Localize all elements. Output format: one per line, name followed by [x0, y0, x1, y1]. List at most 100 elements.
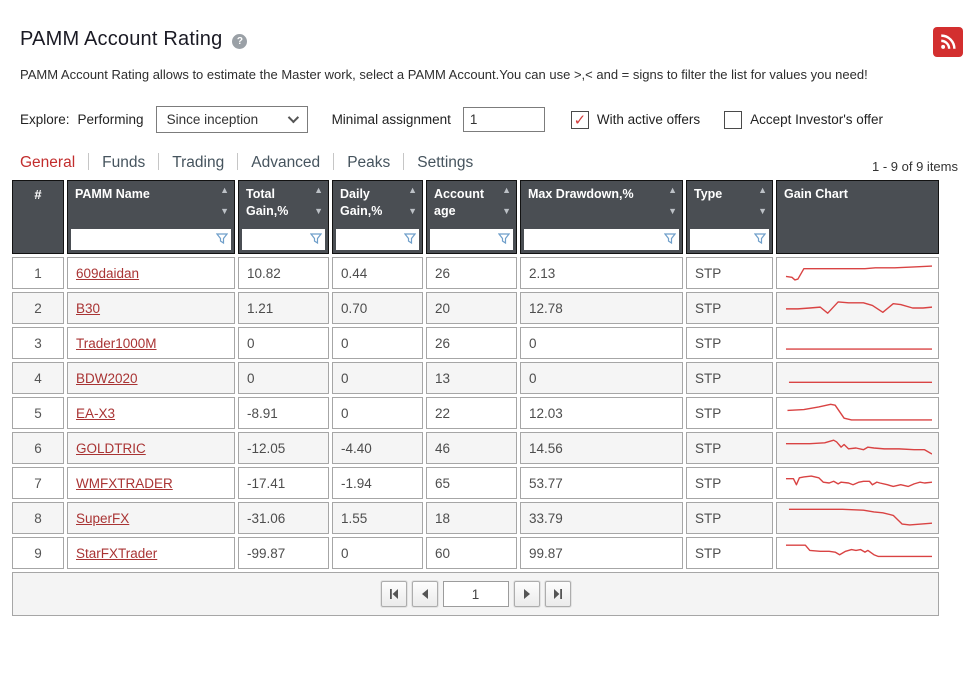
type-cell: STP: [686, 537, 773, 569]
pamm-name-cell: SuperFX: [67, 502, 235, 534]
tab-advanced[interactable]: Advanced: [251, 154, 321, 171]
pamm-name-cell: StarFXTrader: [67, 537, 235, 569]
minimal-assignment-input[interactable]: [462, 107, 545, 132]
max-drawdown-cell: 0: [520, 362, 683, 394]
first-page-button[interactable]: [380, 581, 407, 607]
sort-arrows-icon[interactable]: ▲ ▼: [408, 185, 417, 216]
account-age-cell: 20: [426, 292, 517, 324]
daily-gain-cell: 0: [332, 327, 423, 359]
gain-chart-cell: [776, 397, 939, 429]
sort-arrows-icon[interactable]: ▲ ▼: [314, 185, 323, 216]
filter-input[interactable]: [690, 229, 769, 250]
pamm-name-link[interactable]: WMFXTRADER: [76, 475, 173, 491]
column-title: PAMM Name: [75, 187, 150, 201]
filter-input[interactable]: [430, 229, 513, 250]
filter-funnel-icon[interactable]: [664, 233, 676, 245]
help-icon[interactable]: ?: [232, 33, 248, 49]
column-header-gain-chart: Gain Chart: [776, 180, 939, 254]
daily-gain-cell: -4.40: [332, 432, 423, 464]
filter-funnel-icon[interactable]: [404, 233, 416, 245]
gain-chart-cell: [776, 537, 939, 569]
tab-settings[interactable]: Settings: [417, 154, 474, 171]
column-header-type[interactable]: Type ▲ ▼: [686, 180, 773, 254]
pamm-name-link[interactable]: StarFXTrader: [76, 545, 158, 561]
with-active-offers-checkbox-group[interactable]: ✓ With active offers: [570, 110, 701, 129]
pamm-name-link[interactable]: GOLDTRIC: [76, 440, 146, 456]
filter-funnel-icon[interactable]: [754, 233, 766, 245]
filter-input[interactable]: [336, 229, 419, 250]
table-row: 2 B30 1.21 0.70 20 12.78 STP: [12, 292, 939, 324]
tab-peaks[interactable]: Peaks: [347, 154, 391, 171]
table-row: 8 SuperFX -31.06 1.55 18 33.79 STP: [12, 502, 939, 534]
row-number-cell: 7: [12, 467, 64, 499]
account-age-cell: 26: [426, 257, 517, 289]
gain-sparkline: [783, 260, 932, 286]
table-row: 6 GOLDTRIC -12.05 -4.40 46 14.56 STP: [12, 432, 939, 464]
total-gain-cell: -17.41: [238, 467, 329, 499]
tab-trading[interactable]: Trading: [172, 154, 225, 171]
type-cell: STP: [686, 327, 773, 359]
sort-arrows-icon[interactable]: ▲ ▼: [758, 185, 767, 216]
tab-general[interactable]: General: [20, 154, 76, 171]
page-input[interactable]: [442, 581, 509, 607]
tab-funds[interactable]: Funds: [102, 154, 146, 171]
column-header-total-gain[interactable]: Total Gain,% ▲ ▼: [238, 180, 329, 254]
last-page-button[interactable]: [544, 581, 571, 607]
gain-chart-cell: [776, 292, 939, 324]
type-cell: STP: [686, 257, 773, 289]
gain-chart-cell: [776, 502, 939, 534]
explore-label: Explore:: [20, 112, 70, 127]
pamm-name-link[interactable]: EA-X3: [76, 405, 116, 421]
pamm-name-cell: 609daidan: [67, 257, 235, 289]
gain-sparkline: [783, 470, 932, 496]
pamm-name-link[interactable]: Trader1000M: [76, 335, 157, 351]
filter-funnel-icon[interactable]: [498, 233, 510, 245]
rss-icon[interactable]: [933, 27, 963, 57]
account-age-cell: 65: [426, 467, 517, 499]
accept-investors-offer-checkbox-group[interactable]: ✓ Accept Investor's offer: [724, 110, 883, 129]
column-title: Daily Gain,%: [340, 187, 383, 218]
gain-sparkline: [783, 400, 932, 426]
column-title: Max Drawdown,%: [528, 187, 634, 201]
column-header-account-age[interactable]: Account age ▲ ▼: [426, 180, 517, 254]
row-number-cell: 9: [12, 537, 64, 569]
row-number-cell: 5: [12, 397, 64, 429]
filter-input[interactable]: [71, 229, 231, 250]
filter-input[interactable]: [524, 229, 679, 250]
max-drawdown-cell: 99.87: [520, 537, 683, 569]
column-header-daily-gain[interactable]: Daily Gain,% ▲ ▼: [332, 180, 423, 254]
tab-separator: [158, 153, 160, 170]
filter-funnel-icon[interactable]: [310, 233, 322, 245]
period-select[interactable]: Since inception: [155, 106, 308, 133]
filter-box: [336, 229, 419, 250]
sort-arrows-icon[interactable]: ▲ ▼: [668, 185, 677, 216]
sort-arrows-icon[interactable]: ▲ ▼: [220, 185, 229, 216]
max-drawdown-cell: 12.78: [520, 292, 683, 324]
accept-investors-offer-checkbox[interactable]: ✓: [724, 110, 743, 129]
prev-page-button[interactable]: [411, 581, 438, 607]
table-row: 7 WMFXTRADER -17.41 -1.94 65 53.77 STP: [12, 467, 939, 499]
filter-box: [524, 229, 679, 250]
with-active-offers-checkbox[interactable]: ✓: [570, 110, 589, 129]
table-row: 4 BDW2020 0 0 13 0 STP: [12, 362, 939, 394]
pamm-name-link[interactable]: BDW2020: [76, 370, 138, 386]
column-header-max-drawdown[interactable]: Max Drawdown,% ▲ ▼: [520, 180, 683, 254]
pamm-name-link[interactable]: 609daidan: [76, 265, 140, 281]
pamm-name-link[interactable]: B30: [76, 300, 101, 316]
gain-chart-cell: [776, 362, 939, 394]
with-active-offers-label: With active offers: [596, 112, 701, 127]
daily-gain-cell: -1.94: [332, 467, 423, 499]
table-body: 1 609daidan 10.82 0.44 26 2.13 STP 2 B30 1.21 0.70…: [12, 257, 939, 569]
next-page-button[interactable]: [513, 581, 540, 607]
daily-gain-cell: 0: [332, 537, 423, 569]
total-gain-cell: -31.06: [238, 502, 329, 534]
filter-funnel-icon[interactable]: [216, 233, 228, 245]
table-row: 9 StarFXTrader -99.87 0 60 99.87 STP: [12, 537, 939, 569]
sort-arrows-icon[interactable]: ▲ ▼: [502, 185, 511, 216]
page-description: PAMM Account Rating allows to estimate t…: [20, 67, 868, 82]
pamm-name-link[interactable]: SuperFX: [76, 510, 130, 526]
pamm-name-cell: WMFXTRADER: [67, 467, 235, 499]
column-header-pamm-name[interactable]: PAMM Name ▲ ▼: [67, 180, 235, 254]
filter-input[interactable]: [242, 229, 325, 250]
